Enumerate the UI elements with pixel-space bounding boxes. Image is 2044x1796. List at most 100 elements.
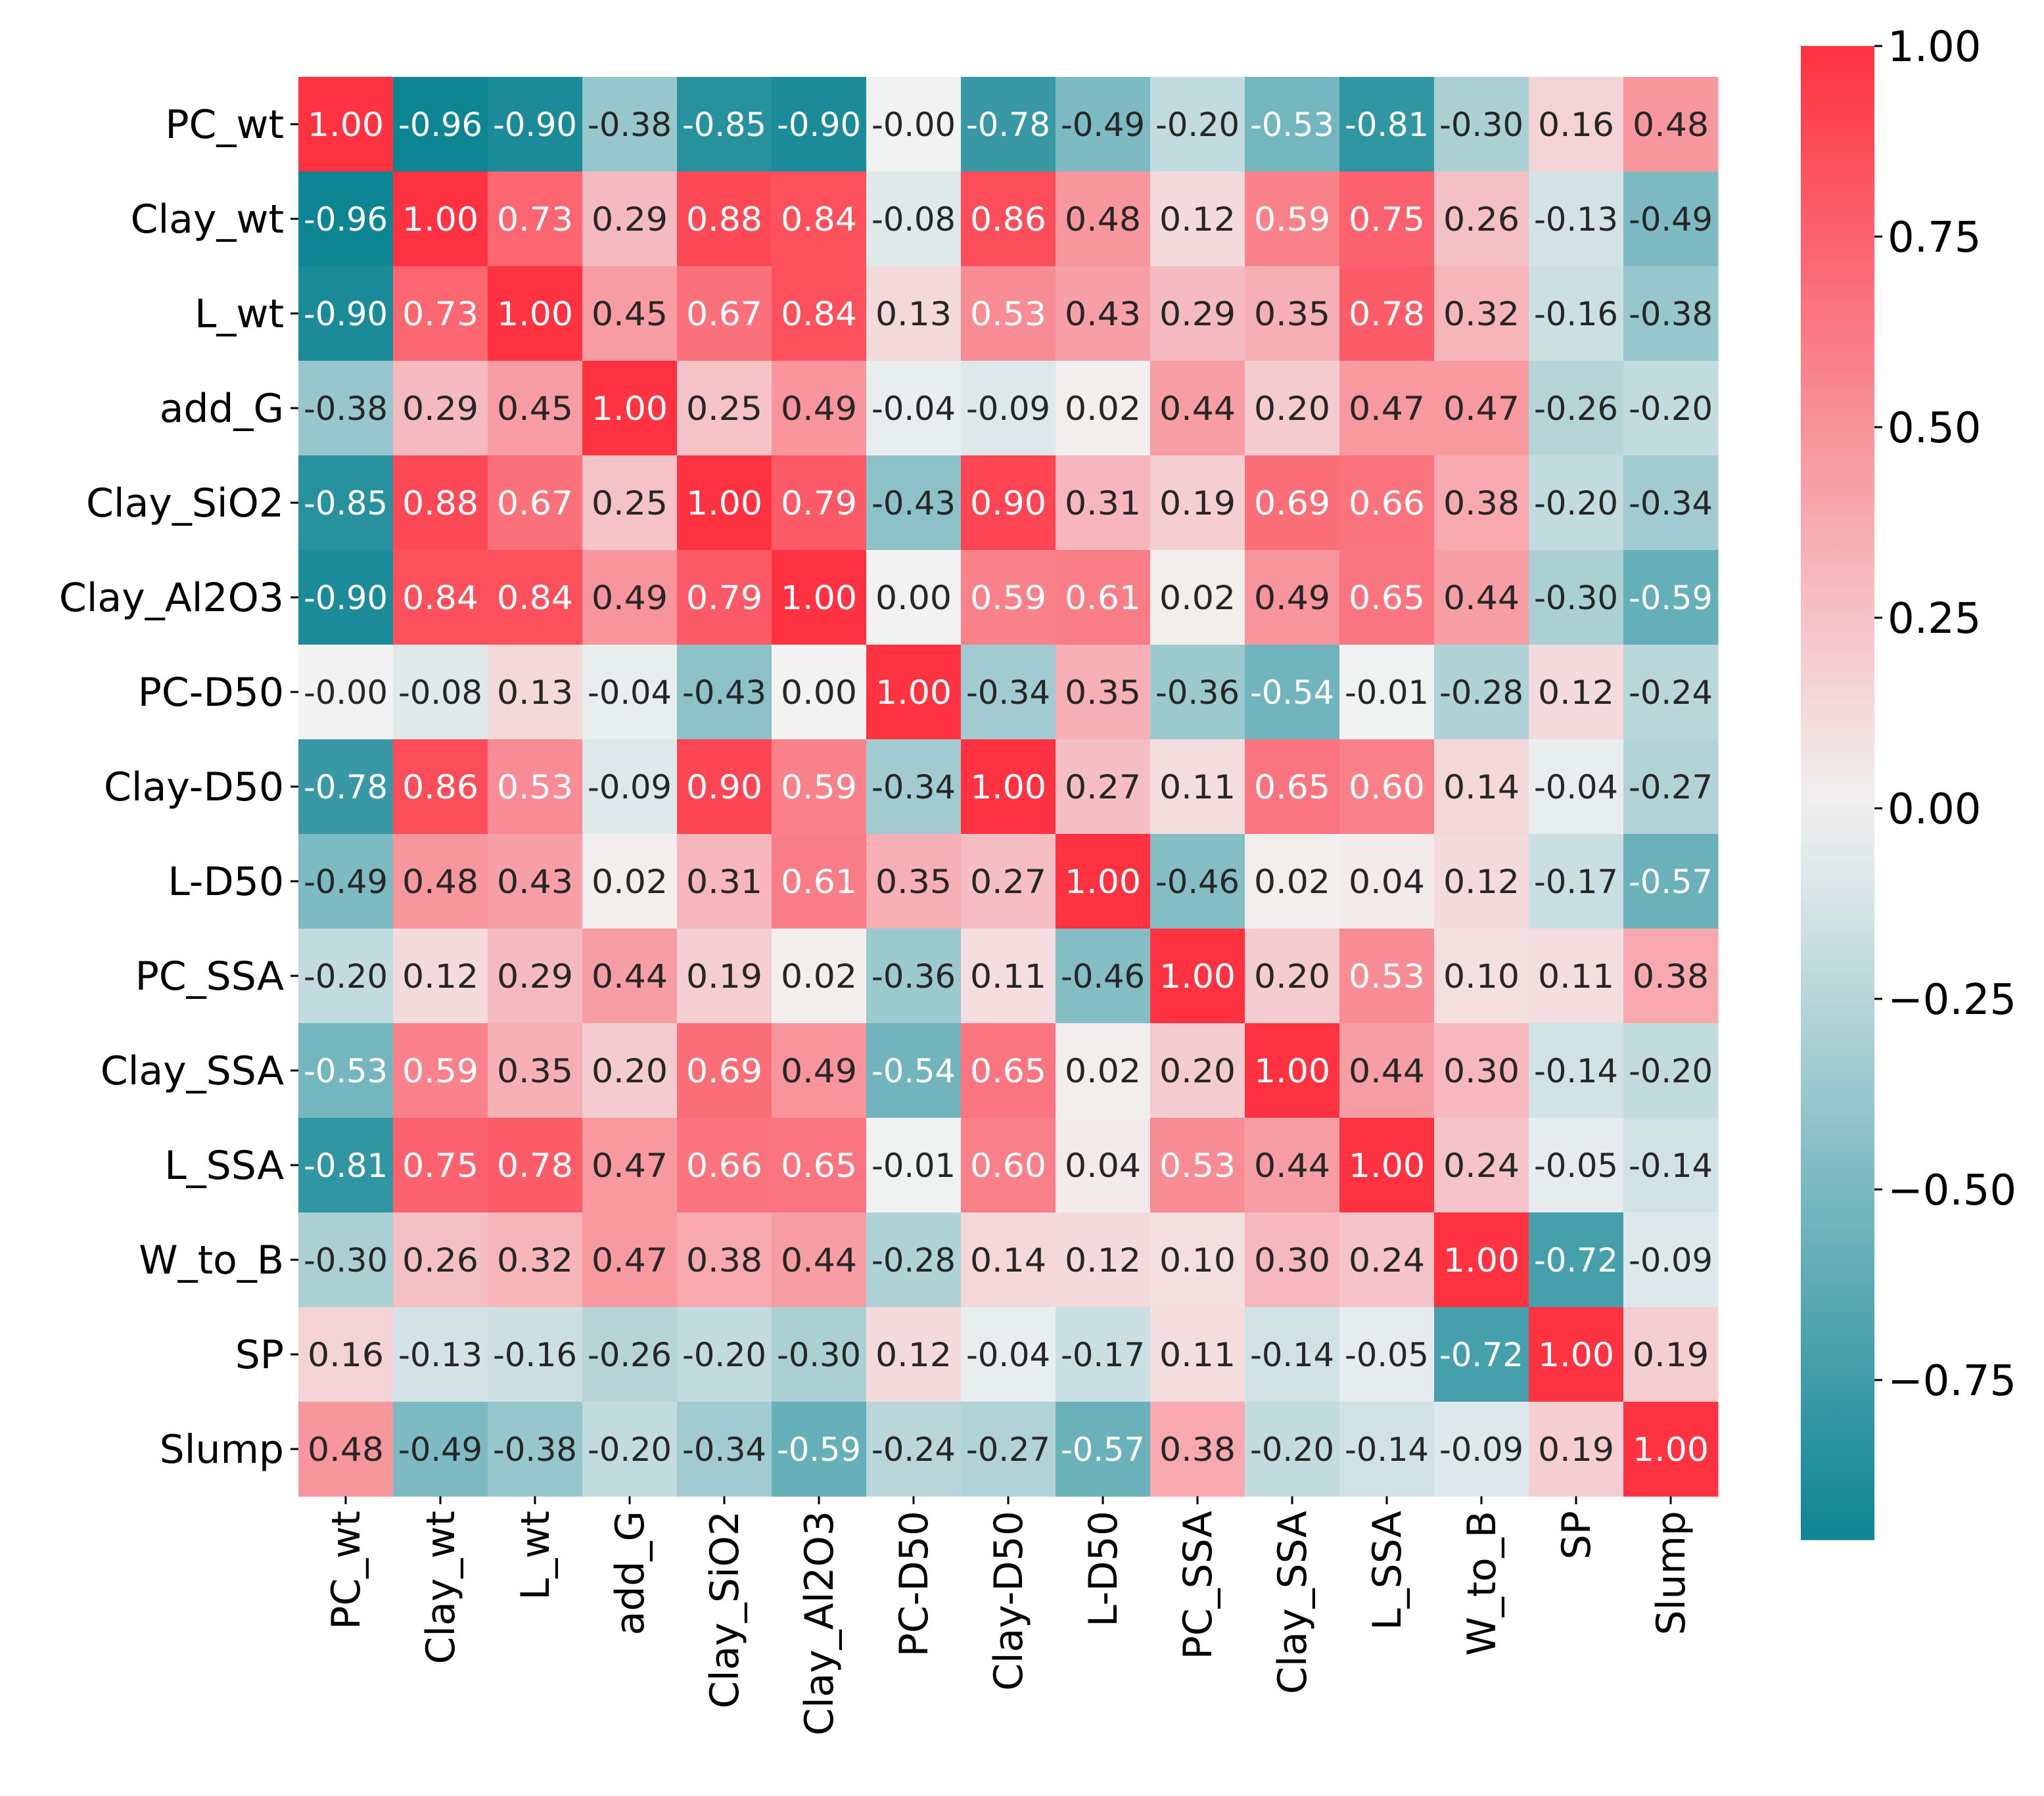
cell-annotation: 0.78 [1349,295,1425,333]
heatmap-cell [1150,1402,1245,1497]
heatmap-cell [1339,739,1435,835]
heatmap-cell [488,1212,583,1308]
cell-annotation: 0.35 [875,863,952,901]
heatmap-cell [677,550,772,645]
heatmap-cell [1245,1118,1340,1213]
heatmap-cell [582,172,678,267]
heatmap-cell [866,834,962,929]
cell-annotation: 0.04 [1065,1147,1141,1185]
heatmap-cell [1434,1402,1529,1497]
heatmap-cell [393,266,488,361]
cell-annotation: 0.44 [1159,390,1236,428]
heatmap-cell [298,645,394,740]
cell-annotation: -0.85 [682,106,766,144]
heatmap-cell [961,361,1056,456]
cell-annotation: 0.25 [686,390,762,428]
heatmap-cell [1150,1307,1245,1402]
cell-annotation: 0.16 [308,1336,384,1374]
y-tick-label: PC-D50 [138,670,284,716]
cell-annotation: 0.61 [1065,579,1141,617]
heatmap-cell [393,550,488,645]
cell-annotation: -0.38 [304,390,388,428]
heatmap-cell [961,550,1056,645]
cell-annotation: -0.01 [1345,674,1429,712]
heatmap-cell [1245,1402,1340,1497]
cell-annotation: -0.81 [304,1147,388,1185]
cell-annotation: 0.59 [781,768,857,806]
cell-annotation: 0.65 [781,1147,857,1185]
colorbar: 1.00 0.75 0.50 0.25 0.00 −0.25 −0.50 −0.75 [1801,23,2016,1540]
cell-annotation: -0.49 [398,1431,482,1469]
cell-annotation: 0.20 [592,1052,668,1090]
heatmap-cell [1434,929,1529,1024]
heatmap-cell [1339,266,1435,361]
heatmap-cell [393,77,488,172]
cell-annotation: -0.34 [1629,484,1713,522]
heatmap-cell [1529,1307,1624,1402]
cell-annotation: -0.78 [966,106,1050,144]
heatmap-cell [488,266,583,361]
cell-annotation: 0.12 [875,1336,952,1374]
cell-annotation: 1.00 [308,106,384,144]
heatmap-cell [677,1118,772,1213]
cell-annotation: 0.78 [497,1147,573,1185]
x-tick-label: Clay_SSA [1270,1511,1316,1694]
heatmap-cell [866,550,962,645]
y-tick-label: SP [235,1332,284,1378]
cell-annotation: -0.36 [871,957,956,996]
heatmap-cell [772,77,867,172]
cell-annotation: -0.30 [304,1241,388,1279]
cell-annotation: 0.12 [1538,674,1614,712]
cell-annotation: 1.00 [1065,863,1141,901]
heatmap-cell [1056,550,1151,645]
heatmap-cell [772,266,867,361]
heatmap-cell [393,1212,488,1308]
heatmap-cell [1529,455,1624,551]
cell-annotation: 0.79 [781,484,857,522]
heatmap-cell [1623,1212,1719,1308]
cell-annotation: 0.29 [402,390,478,428]
cell-annotation: 0.69 [686,1052,762,1090]
heatmap-cell [677,77,772,172]
heatmap-cell [298,77,394,172]
x-tick-label: L-D50 [1080,1511,1127,1627]
heatmap-cell [772,1402,867,1497]
cell-annotation: 1.00 [1538,1336,1614,1374]
cell-annotation: 0.47 [1443,390,1520,428]
cell-annotation: -0.20 [588,1431,672,1469]
cell-annotation: 0.20 [1254,390,1330,428]
cell-annotation: 0.27 [1065,768,1141,806]
cell-annotation: -0.17 [1534,863,1618,901]
cell-annotation: 0.48 [1633,106,1709,144]
cell-annotation: 0.29 [1159,295,1236,333]
cell-annotation: -0.14 [1629,1147,1713,1185]
cell-annotation: 1.00 [1159,957,1236,996]
colorbar-gradient [1801,46,1874,1540]
y-tick-label: add_G [160,386,284,432]
heatmap-cell [393,1307,488,1402]
cell-annotation: 0.60 [1349,768,1425,806]
heatmap-cell [298,834,394,929]
heatmap-cell [488,834,583,929]
heatmap-cell [582,550,678,645]
cell-annotation: 0.84 [497,579,573,617]
y-tick-label: L-D50 [168,859,284,905]
heatmap-cell [1056,1118,1151,1213]
colorbar-tick-label: 0.25 [1888,595,1982,643]
cell-annotation: -0.38 [493,1431,577,1469]
cell-annotation: 0.27 [970,863,1046,901]
heatmap-cell [677,1307,772,1402]
cell-annotation: 0.24 [1443,1147,1520,1185]
cell-annotation: 0.12 [1065,1241,1141,1279]
heatmap-cell [1434,834,1529,929]
cell-annotation: 0.65 [970,1052,1046,1090]
cell-annotation: 1.00 [1349,1147,1425,1185]
cell-annotation: 0.73 [402,295,478,333]
heatmap-cell [772,361,867,456]
cell-annotation: -0.57 [1629,863,1713,901]
y-tick-label: Clay_SiO2 [86,480,284,526]
heatmap-cell [1245,834,1340,929]
y-tick-label: L_SSA [164,1143,284,1189]
heatmap-cell [772,834,867,929]
heatmap-cell [582,1212,678,1308]
